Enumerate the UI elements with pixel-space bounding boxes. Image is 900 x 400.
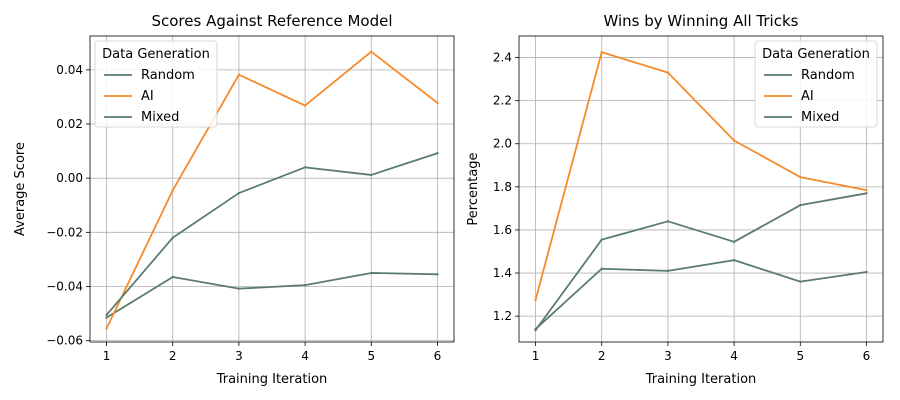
x-tick-label: 2 (598, 349, 606, 363)
data-point-ai (799, 175, 802, 179)
data-point-ai (171, 189, 174, 192)
plot-frame (89, 35, 455, 343)
x-tick-label: 4 (730, 349, 738, 363)
y-tick-label: 0.00 (56, 171, 83, 185)
x-tick-label: 5 (367, 349, 375, 363)
x-axis-label: Training Iteration (216, 372, 328, 387)
data-point-ai (600, 50, 603, 54)
data-point-random (600, 267, 603, 270)
y-tick-label: 0.04 (56, 63, 83, 77)
x-tick-label: 3 (235, 349, 243, 363)
data-point-random (171, 275, 174, 279)
data-point-mixed (799, 203, 802, 207)
y-tick-label: 1.8 (493, 180, 512, 194)
y-axis-label: Percentage (466, 152, 481, 225)
series-line-random (106, 272, 438, 319)
legend-label-mixed: Mixed (141, 110, 179, 125)
x-tick-label: 5 (796, 349, 804, 363)
y-axis-label: Average Score (13, 142, 28, 236)
data-point-ai (303, 104, 307, 107)
chart-panel-1: 1 2 3 4 5 6 −0.06 −0.04 −0.02 0.00 0.02 0.04 Scores … (13, 12, 455, 387)
y-tick-label: −0.06 (46, 334, 83, 348)
series-line-mixed (105, 152, 438, 316)
data-point-random (370, 271, 373, 275)
data-point-ai (370, 50, 373, 53)
legend-box (94, 40, 218, 128)
y-tick-label: 1.2 (493, 309, 512, 323)
x-tick-label: 4 (301, 349, 309, 363)
legend-label-ai: AI (141, 89, 154, 104)
series-lines (105, 50, 439, 330)
data-point-mixed (237, 191, 241, 195)
data-point-mixed (732, 240, 736, 243)
x-tick-label: 1 (103, 349, 111, 363)
data-point-mixed (105, 313, 108, 317)
legend: Data Generation Random AI Mixed (94, 40, 218, 128)
chart-title: Wins by Winning All Tricks (604, 12, 799, 30)
legend: Data Generation Random AI Mixed (754, 40, 878, 128)
y-tick-label: 1.4 (493, 266, 512, 280)
x-tick-label: 2 (169, 349, 177, 363)
data-point-mixed (666, 220, 670, 223)
data-point-random (666, 269, 670, 273)
data-point-random (799, 280, 802, 283)
plot-frame (518, 35, 884, 343)
y-tick-label: 1.6 (493, 223, 512, 237)
legend-label-mixed: Mixed (801, 110, 839, 125)
legend-box (754, 40, 878, 128)
data-point-ai (237, 73, 241, 76)
data-point-ai (436, 101, 439, 105)
data-point-ai (534, 298, 537, 302)
legend-title: Data Generation (762, 47, 870, 62)
legend-label-random: Random (801, 68, 855, 83)
series-line-ai (534, 51, 867, 301)
data-point-random (303, 283, 307, 287)
x-tick-label: 3 (664, 349, 672, 363)
data-point-random (732, 258, 736, 262)
x-tick-label: 6 (863, 349, 871, 363)
x-tick-label: 6 (434, 349, 442, 363)
data-point-random (436, 273, 439, 276)
data-point-random (105, 316, 108, 319)
legend-label-random: Random (141, 68, 195, 83)
y-tick-label: 2.4 (493, 51, 512, 65)
y-tick-label: 2.2 (493, 94, 512, 108)
x-tick-label: 1 (532, 349, 540, 363)
data-point-random (237, 287, 241, 290)
data-point-ai (732, 139, 736, 142)
chart-title: Scores Against Reference Model (151, 12, 392, 30)
data-point-mixed (600, 238, 603, 241)
data-point-ai (865, 188, 868, 192)
x-axis-label: Training Iteration (645, 372, 757, 387)
data-point-mixed (534, 328, 537, 332)
data-point-random (865, 270, 868, 274)
y-tick-label: 2.0 (493, 137, 512, 151)
chart-panel-2: 1 2 3 4 5 6 1.2 1.4 1.6 1.8 2.0 2.2 2.4 Wins by Winni… (466, 12, 884, 387)
legend-title: Data Generation (102, 47, 210, 62)
series-lines (534, 50, 868, 332)
series-line-ai (105, 50, 439, 329)
legend-label-ai: AI (801, 89, 814, 104)
y-tick-label: 0.02 (56, 117, 83, 131)
data-point-mixed (865, 192, 868, 195)
data-point-ai (105, 327, 108, 330)
series-line-random (534, 259, 867, 330)
data-point-mixed (303, 166, 307, 169)
data-point-mixed (436, 152, 439, 155)
data-point-mixed (171, 236, 174, 239)
data-point-mixed (370, 173, 373, 177)
data-point-ai (666, 71, 670, 74)
y-tick-label: −0.02 (46, 225, 83, 239)
series-line-mixed (534, 192, 867, 331)
y-tick-label: −0.04 (46, 279, 83, 293)
